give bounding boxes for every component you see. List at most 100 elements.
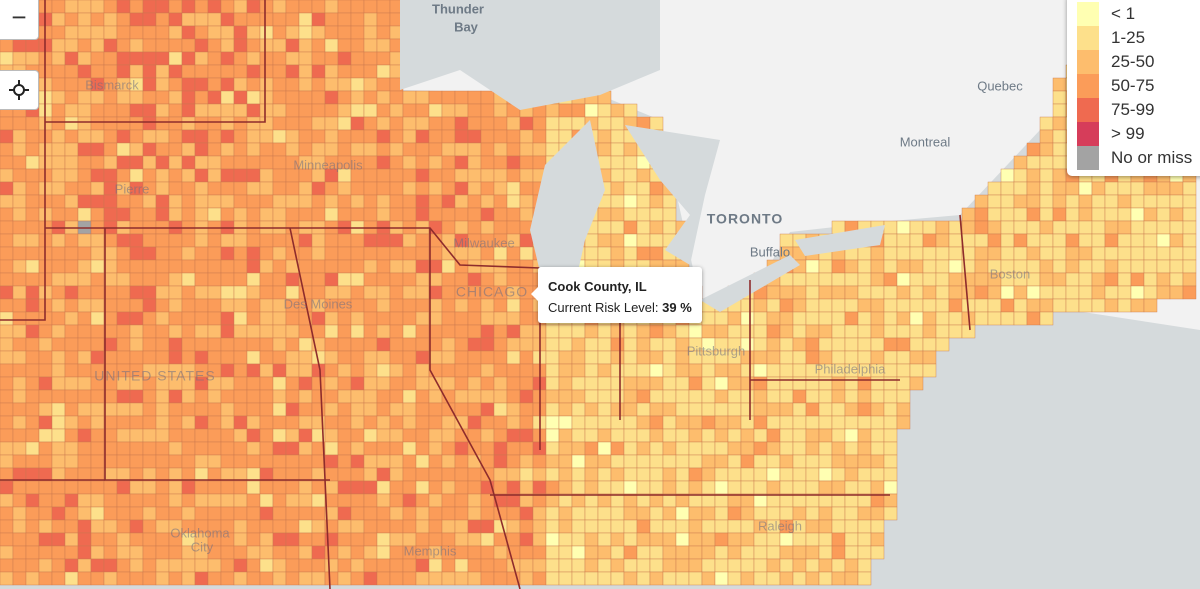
county	[363, 103, 378, 118]
county	[792, 480, 807, 495]
county	[714, 311, 729, 326]
county	[714, 389, 729, 404]
county	[831, 285, 846, 300]
county	[740, 376, 755, 391]
county	[1065, 259, 1080, 274]
county	[480, 155, 495, 170]
county	[1117, 298, 1132, 313]
county	[77, 155, 92, 170]
county	[233, 142, 248, 157]
county	[207, 350, 222, 365]
county	[909, 220, 924, 235]
county	[12, 155, 27, 170]
county	[467, 337, 482, 352]
county	[363, 415, 378, 430]
county	[259, 285, 274, 300]
county	[233, 402, 248, 417]
county	[12, 363, 27, 378]
county	[77, 519, 92, 534]
county	[142, 0, 157, 14]
county	[233, 194, 248, 209]
county	[142, 324, 157, 339]
county	[857, 389, 872, 404]
county	[428, 558, 443, 573]
county	[324, 207, 339, 222]
county	[324, 480, 339, 495]
county	[493, 389, 508, 404]
county	[896, 246, 911, 261]
county	[909, 285, 924, 300]
county	[350, 129, 365, 144]
county	[805, 454, 820, 469]
county	[389, 389, 404, 404]
county	[259, 64, 274, 79]
county	[233, 454, 248, 469]
county	[597, 142, 612, 157]
county	[168, 246, 183, 261]
county	[376, 467, 391, 482]
county	[1117, 194, 1132, 209]
county	[532, 493, 547, 508]
county	[961, 207, 976, 222]
locate-button[interactable]	[0, 70, 39, 110]
county	[298, 103, 313, 118]
county	[298, 454, 313, 469]
county	[12, 220, 27, 235]
county	[831, 389, 846, 404]
county	[818, 571, 833, 586]
county	[142, 12, 157, 27]
county	[90, 142, 105, 157]
county	[623, 337, 638, 352]
county	[506, 181, 521, 196]
county	[389, 272, 404, 287]
county	[909, 246, 924, 261]
county	[116, 259, 131, 274]
county	[142, 129, 157, 144]
county	[831, 259, 846, 274]
county	[649, 194, 664, 209]
county	[610, 558, 625, 573]
county	[389, 90, 404, 105]
county	[324, 259, 339, 274]
county	[220, 155, 235, 170]
county	[857, 558, 872, 573]
county	[480, 90, 495, 105]
county	[818, 311, 833, 326]
county	[467, 116, 482, 131]
county	[116, 402, 131, 417]
county	[805, 285, 820, 300]
county	[246, 363, 261, 378]
county	[610, 168, 625, 183]
county	[168, 233, 183, 248]
county	[259, 506, 274, 521]
county	[298, 415, 313, 430]
county	[181, 415, 196, 430]
county	[701, 389, 716, 404]
county	[194, 389, 209, 404]
county	[103, 194, 118, 209]
place-label: Philadelphia	[815, 361, 887, 376]
county	[883, 363, 898, 378]
county	[246, 545, 261, 560]
county	[558, 402, 573, 417]
county	[1091, 285, 1106, 300]
zoom-out-button[interactable]: −	[0, 0, 39, 40]
county	[727, 363, 742, 378]
county	[363, 428, 378, 443]
county	[376, 311, 391, 326]
county	[441, 480, 456, 495]
county	[519, 311, 534, 326]
county	[753, 558, 768, 573]
county	[675, 480, 690, 495]
county	[1000, 246, 1015, 261]
county	[948, 272, 963, 287]
county	[103, 12, 118, 27]
county	[961, 285, 976, 300]
county	[597, 246, 612, 261]
county	[675, 428, 690, 443]
county	[987, 285, 1002, 300]
county	[883, 337, 898, 352]
county	[285, 64, 300, 79]
county	[363, 493, 378, 508]
county	[64, 168, 79, 183]
